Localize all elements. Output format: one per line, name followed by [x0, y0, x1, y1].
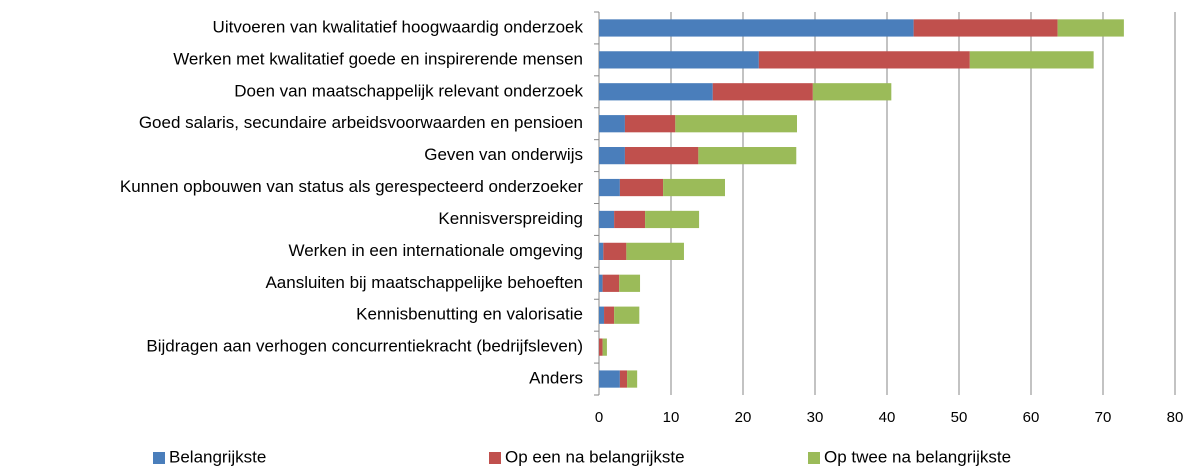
bar-segment: [663, 178, 725, 197]
bar-segment: [624, 147, 699, 165]
legend-label: Belangrijkste: [169, 447, 266, 466]
x-tick-label: 10: [663, 409, 680, 426]
bar-segment: [913, 19, 1058, 37]
bar-segment: [599, 147, 625, 165]
bar-segment: [969, 51, 1094, 69]
x-tick-label: 0: [595, 409, 603, 426]
y-tick-label: Aansluiten bij maatschappelijke behoefte…: [265, 273, 583, 292]
y-tick-label: Bijdragen aan verhogen concurrentiekrach…: [146, 337, 583, 356]
y-tick-label: Kennisverspreiding: [438, 209, 583, 228]
y-tick-label: Kunnen opbouwen van status als gerespect…: [120, 177, 583, 196]
bar-segment: [675, 115, 797, 133]
bar-segment: [614, 306, 640, 324]
legend-swatch: [153, 452, 165, 464]
bar-segment: [614, 210, 646, 229]
bar-segment: [758, 51, 970, 69]
x-tick-label: 60: [1023, 409, 1040, 426]
legend-label: Op een na belangrijkste: [505, 447, 685, 466]
legend-swatch: [808, 452, 820, 464]
bar-segment: [599, 178, 620, 197]
bar-segment: [599, 83, 713, 101]
y-tick-label: Werken met kwalitatief goede en inspirer…: [173, 49, 583, 68]
y-tick-label: Anders: [529, 369, 583, 388]
bar-segment: [1057, 19, 1124, 37]
y-tick-label: Geven van onderwijs: [424, 145, 583, 164]
bar-segment: [619, 370, 628, 388]
bar-segment: [626, 242, 684, 260]
bar-segment: [599, 210, 615, 229]
y-tick-label: Werken in een internationale omgeving: [288, 241, 583, 260]
bar-segment: [627, 370, 638, 388]
bar-segment: [812, 83, 892, 101]
bar-segment: [599, 370, 620, 388]
bar-segment: [602, 338, 607, 356]
bar-segment: [604, 306, 615, 324]
legend-label: Op twee na belangrijkste: [824, 447, 1011, 466]
bar-segment: [603, 242, 627, 260]
x-tick-label: 50: [951, 409, 968, 426]
bar-segment: [599, 242, 604, 260]
x-tick-label: 30: [807, 409, 824, 426]
bar-segment: [698, 147, 797, 165]
bar-segment: [619, 274, 641, 292]
y-tick-label: Kennisbenutting en valorisatie: [356, 305, 583, 324]
bar-segment: [619, 178, 664, 197]
bar-segment: [599, 19, 914, 37]
bar-segment: [599, 115, 625, 133]
y-tick-label: Doen van maatschappelijk relevant onderz…: [234, 81, 583, 100]
bar-segment: [599, 51, 759, 69]
bar-segment: [602, 274, 620, 292]
y-tick-label: Uitvoeren van kwalitatief hoogwaardig on…: [213, 17, 584, 36]
x-tick-label: 20: [735, 409, 752, 426]
bar-segment: [599, 274, 603, 292]
bar-segment: [624, 115, 676, 133]
x-tick-label: 40: [879, 409, 896, 426]
bar-segment: [645, 210, 700, 229]
bar-segment: [712, 83, 813, 101]
bar-segment: [599, 306, 605, 324]
x-tick-label: 70: [1095, 409, 1112, 426]
y-tick-label: Goed salaris, secundaire arbeidsvoorwaar…: [139, 113, 583, 132]
x-tick-label: 80: [1167, 409, 1184, 426]
legend-swatch: [489, 452, 501, 464]
bar-segment: [599, 338, 603, 356]
